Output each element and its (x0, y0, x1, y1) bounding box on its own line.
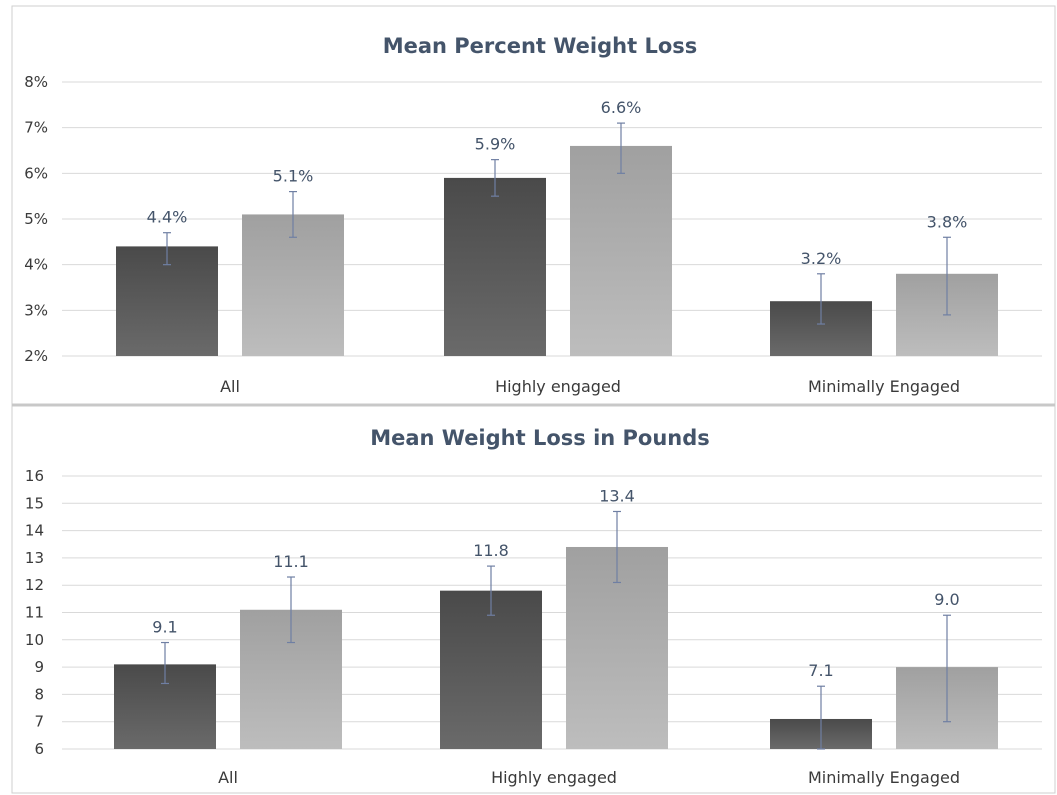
x-category-label: Highly engaged (495, 377, 621, 396)
data-label: 11.1 (273, 552, 309, 571)
chart-percent-weight-loss: Mean Percent Weight Loss 2% 3% 4% 5% 6% 7% 8% A… (24, 34, 1042, 396)
y-tick-label: 14 (25, 522, 44, 540)
data-label: 5.9% (475, 135, 516, 154)
x-category-label: Highly engaged (491, 768, 617, 787)
data-label: 5.1% (273, 167, 314, 186)
y-tick-label: 12 (25, 576, 44, 594)
chart-title: Mean Percent Weight Loss (383, 34, 698, 58)
y-tick-label: 5% (24, 210, 48, 228)
x-category-label: All (218, 768, 238, 787)
x-category-label: All (220, 377, 240, 396)
bar (440, 590, 542, 749)
y-tick-label: 8 (34, 685, 44, 703)
y-tick-label: 7 (34, 713, 44, 731)
y-tick-label: 15 (25, 494, 44, 512)
data-label: 3.2% (801, 249, 842, 268)
bar (242, 214, 344, 356)
data-label: 9.0 (934, 590, 959, 609)
chart-weight-loss-pounds: Mean Weight Loss in Pounds 6 7 8 9 10 11 12 13 1… (25, 426, 1042, 787)
y-tick-label: 2% (24, 347, 48, 365)
y-tick-label: 9 (34, 658, 44, 676)
x-category-label: Minimally Engaged (808, 377, 960, 396)
data-label: 6.6% (601, 98, 642, 117)
chart-title: Mean Weight Loss in Pounds (370, 426, 710, 450)
y-tick-label: 11 (25, 604, 44, 622)
y-tick-label: 6 (34, 740, 44, 758)
data-label: 7.1 (808, 661, 833, 680)
y-tick-label: 13 (25, 549, 44, 567)
y-tick-label: 4% (24, 256, 48, 274)
y-tick-label: 6% (24, 164, 48, 182)
y-tick-label: 7% (24, 119, 48, 137)
bar (444, 177, 546, 356)
y-tick-label: 16 (25, 467, 44, 485)
data-label: 9.1 (152, 618, 177, 637)
y-tick-label: 3% (24, 301, 48, 319)
data-label: 13.4 (599, 486, 635, 505)
x-category-label: Minimally Engaged (808, 768, 960, 787)
data-label: 11.8 (473, 541, 509, 560)
bar (570, 145, 672, 356)
y-tick-label: 10 (25, 631, 44, 649)
data-label: 4.4% (147, 208, 188, 227)
y-tick-label: 8% (24, 73, 48, 91)
data-label: 3.8% (927, 212, 968, 231)
figure-frame (11, 5, 1056, 794)
